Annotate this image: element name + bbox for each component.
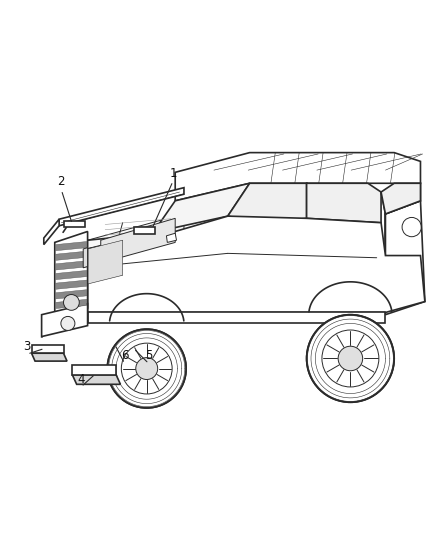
Polygon shape (307, 183, 381, 223)
Polygon shape (32, 345, 64, 353)
Text: 1: 1 (169, 167, 177, 180)
Circle shape (61, 317, 75, 330)
Polygon shape (56, 270, 87, 280)
Polygon shape (42, 304, 88, 336)
Polygon shape (88, 240, 123, 284)
Text: 4: 4 (77, 373, 85, 385)
Polygon shape (72, 375, 120, 384)
Circle shape (338, 346, 363, 371)
Polygon shape (56, 290, 87, 299)
Polygon shape (64, 221, 85, 227)
Polygon shape (55, 231, 88, 319)
Polygon shape (44, 219, 59, 245)
Circle shape (136, 358, 158, 379)
Polygon shape (385, 183, 420, 214)
Polygon shape (385, 201, 425, 314)
Polygon shape (101, 219, 175, 263)
Polygon shape (56, 261, 87, 270)
Circle shape (307, 314, 394, 402)
Polygon shape (153, 183, 250, 232)
Polygon shape (72, 365, 116, 375)
Polygon shape (381, 183, 420, 214)
Polygon shape (83, 248, 88, 268)
Polygon shape (166, 233, 177, 243)
Circle shape (64, 295, 79, 310)
Polygon shape (59, 188, 184, 226)
Polygon shape (88, 312, 385, 324)
Polygon shape (32, 353, 67, 361)
Text: 6: 6 (121, 349, 129, 362)
Polygon shape (56, 241, 87, 251)
Text: 3: 3 (24, 340, 31, 353)
Circle shape (107, 329, 186, 408)
Polygon shape (175, 152, 420, 201)
Text: 5: 5 (145, 349, 152, 362)
Polygon shape (134, 227, 155, 233)
Polygon shape (56, 251, 87, 260)
Polygon shape (88, 214, 184, 288)
Polygon shape (228, 183, 307, 223)
Polygon shape (56, 300, 87, 309)
Polygon shape (56, 280, 87, 289)
Text: 2: 2 (57, 175, 65, 189)
Polygon shape (88, 216, 425, 312)
